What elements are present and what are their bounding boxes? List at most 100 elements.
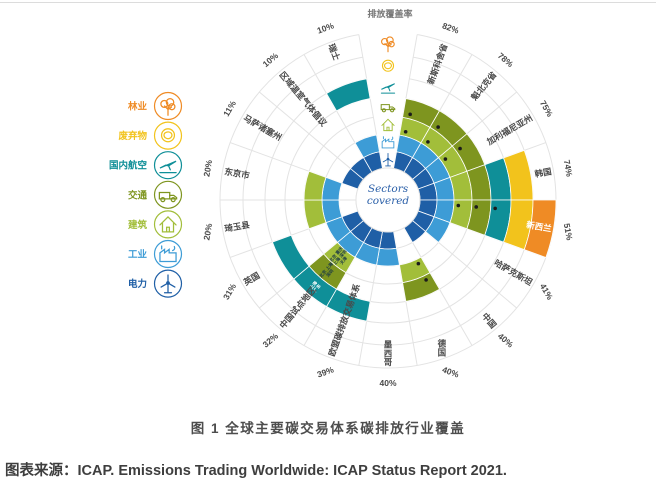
legend-item-transport: 交通 [128,180,183,209]
wedge-加利福尼亚州 [411,133,486,190]
legend-label: 废弃物 [118,130,147,142]
house-icon [386,126,390,132]
wedge-琦玉县 [303,199,343,230]
coverage-percent: 10% [261,50,281,69]
emission-coverage-axis-label: 排放覆盖率 [367,9,413,19]
legend-icon-circle [153,91,183,121]
name-char: 国 [438,347,447,357]
upstream-dot [424,278,428,282]
tree-icon [160,99,169,109]
pilot-cell-text: 上海广东 [308,279,323,294]
pilot-cell-line: 深圳 [324,267,335,279]
airplane-icon [387,86,391,92]
truck-icon [380,104,390,111]
tree-icon [384,42,392,53]
jurisdiction-name: 魁北克省 [469,69,499,102]
wind-turbine-icon [382,153,394,167]
legend-item-power: 电力 [128,269,183,298]
airplane-icon [380,83,396,94]
tree-icon [381,36,395,53]
coverage-percent: 40% [496,331,516,350]
jurisdiction-name: 德国 [438,339,447,358]
airplane-icon [159,160,177,169]
coverage-percent: 51% [562,223,575,242]
truck-icon [390,108,395,113]
jurisdiction-name: 韩国 [534,166,552,179]
tree-icon [165,98,175,107]
jurisdiction-name: 瑞士 [327,42,342,62]
name-char: 哥 [384,357,393,367]
factory-icon [390,136,394,141]
legend-icon-circle [153,239,183,269]
coverage-percent: 75% [538,99,555,119]
tree-icon [160,98,176,116]
truck-icon [388,106,396,111]
legend-icon-circle [153,121,183,150]
legend-label: 林业 [128,101,148,113]
figure-caption: 图 1 全球主要碳交易体系碳排放行业覆盖 [190,421,466,436]
cell-德国-transport [402,272,441,302]
coverage-percent: 74% [562,159,575,178]
waste-icon [384,62,392,70]
wedge-新西兰 [417,199,557,258]
jurisdiction-name: 墨西哥 [384,340,393,367]
pilot-cell-line: 广东 [312,282,323,294]
coverage-percent: 11% [221,98,238,118]
tree-icon [385,36,394,45]
legend-icon-circle [153,180,183,209]
upstream-dot [456,203,461,208]
cell-瑞士-industry [354,134,380,159]
jurisdiction-name: 新西兰 [525,219,552,233]
truck-icon [380,104,396,113]
wedge-韩国 [417,149,534,201]
pilot-cell-line: 天津 [338,254,349,266]
grid-ray [258,91,364,180]
coverage-percent: 31% [221,281,238,301]
upstream-dot [416,261,421,266]
jurisdiction-name: 马萨诸塞州 [242,113,284,143]
wedge-东京市 [303,170,343,201]
factory-icon [381,136,395,149]
wind-turbine-icon [160,274,176,294]
figure-source: 图表来源：ICAP. Emissions Trading Worldwide: … [5,463,507,479]
truck-icon [381,108,386,113]
legend-icon-circle [153,151,183,180]
upstream-dot [408,112,412,117]
upstream-dot [474,205,479,209]
coverage-percent: 41% [538,282,555,302]
tree-icon [168,103,176,111]
factory-icon [171,245,176,252]
coverage-percent: 20% [201,222,214,241]
legend-label: 建筑 [127,219,148,231]
legend-item-forestry: 林业 [128,91,183,121]
coverage-percent: 78% [496,51,516,70]
legend-item-waste: 废弃物 [118,121,183,150]
waste-icon [381,59,395,72]
coverage-percent: 32% [261,331,281,350]
house-icon [159,216,177,233]
wind-turbine-icon [160,274,176,294]
coverage-percent: 39% [316,364,336,379]
jurisdiction-name: 琦玉县 [224,219,251,233]
factory-icon [381,138,395,149]
name-char: 西 [384,348,393,358]
tree-icon [381,37,389,46]
center-circle [355,167,421,233]
name-char: 墨 [384,340,393,350]
cell-新西兰-forestry [523,199,557,258]
factory-icon [159,248,177,263]
name-char: 德 [438,339,447,349]
jurisdiction-name: 哈萨克斯坦 [492,257,534,287]
legend-label: 工业 [128,249,148,261]
truck-icon [160,197,166,203]
coverage-percent: 40% [441,364,461,379]
legend-item-aviation: 国内航空 [109,151,183,180]
house-icon [165,226,171,233]
truck-icon [158,191,171,200]
chart-center-label: Sectors covered [366,183,410,207]
jurisdiction-name: 中国 [480,311,499,330]
wedge-德国 [398,256,441,302]
jurisdiction-name: 区域温室气体倡议 [277,70,329,129]
